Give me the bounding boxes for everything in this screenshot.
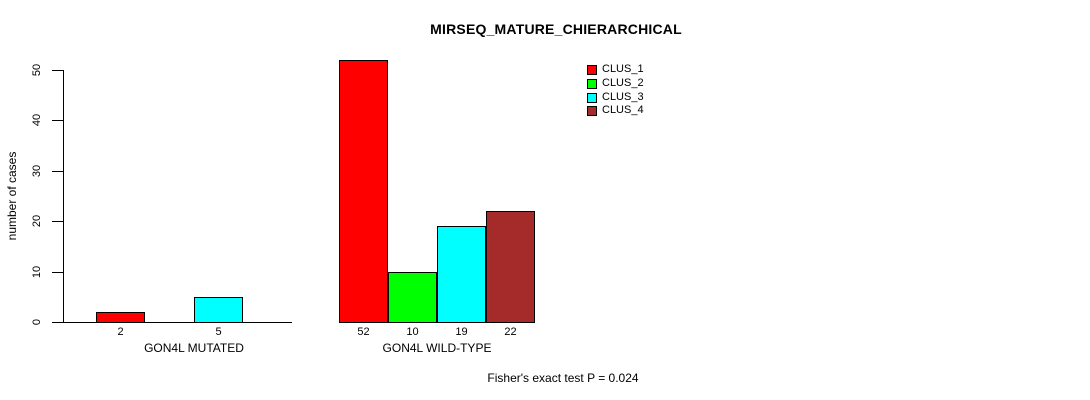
bar-clus-1-gon4l-wild-type: [339, 60, 388, 323]
y-axis-line: [63, 70, 64, 323]
legend-swatch-clus-3: [587, 92, 597, 103]
x-axis-group-label-gon4l-mutated: GON4L MUTATED: [144, 341, 244, 355]
y-axis-tick: [52, 221, 63, 222]
bar-clus-2-gon4l-wild-type: [388, 272, 437, 323]
y-axis-tick: [52, 272, 63, 273]
footnote-text: Fisher's exact test P = 0.024: [487, 371, 639, 385]
bar-value-label: 2: [117, 326, 124, 338]
legend-item-label: CLUS_3: [602, 91, 644, 103]
bar-clus-1-gon4l-mutated: [96, 312, 145, 323]
x-baseline: [63, 322, 292, 323]
x-axis-group-label-gon4l-wild-type: GON4L WILD-TYPE: [382, 341, 492, 355]
bar-value-label: 5: [215, 326, 222, 338]
bar-value-label: 52: [357, 326, 370, 338]
bar-clus-3-gon4l-mutated: [194, 297, 243, 323]
bar-value-label: 10: [406, 326, 419, 338]
y-axis-tick: [52, 120, 63, 121]
bar-clus-3-gon4l-wild-type: [437, 226, 486, 323]
chart-title: MIRSEQ_MATURE_CHIERARCHICAL: [430, 21, 682, 37]
y-axis-tick: [52, 322, 63, 323]
legend-item-label: CLUS_1: [602, 63, 644, 75]
y-axis-tick-label: 50: [31, 63, 43, 77]
legend-item-clus-2: CLUS_2: [587, 78, 644, 89]
y-axis-tick-label: 0: [31, 318, 43, 326]
legend-swatch-clus-4: [587, 105, 597, 116]
y-axis-tick-label: 40: [31, 113, 43, 127]
legend-item-clus-4: CLUS_4: [587, 105, 644, 116]
legend-item-label: CLUS_4: [602, 104, 644, 116]
y-axis-tick: [52, 70, 63, 71]
legend-swatch-clus-1: [587, 64, 597, 75]
y-axis-tick-label: 30: [31, 164, 43, 178]
y-axis-tick-label: 10: [31, 265, 43, 279]
legend-item-clus-3: CLUS_3: [587, 92, 644, 103]
y-axis-tick-label: 20: [31, 214, 43, 228]
legend-item-label: CLUS_2: [602, 77, 644, 89]
bar-value-label: 19: [455, 326, 468, 338]
y-axis-tick: [52, 171, 63, 172]
legend-swatch-clus-2: [587, 78, 597, 89]
bar-clus-4-gon4l-wild-type: [486, 211, 535, 323]
legend-item-clus-1: CLUS_1: [587, 64, 644, 75]
bar-value-label: 22: [504, 326, 517, 338]
y-axis-label: number of cases: [5, 151, 19, 241]
